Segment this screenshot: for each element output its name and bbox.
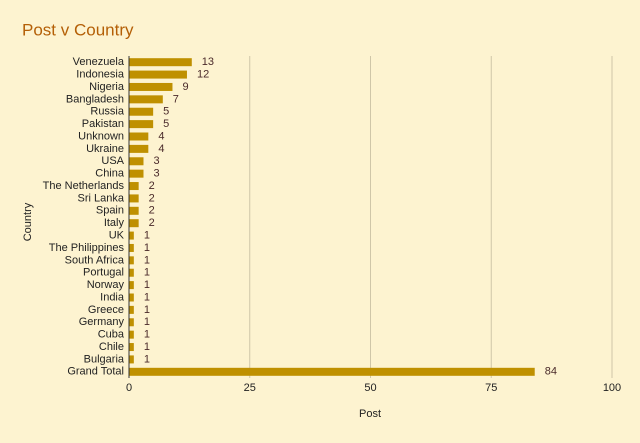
y-tick-label: Sri Lanka	[78, 192, 125, 204]
bar	[129, 58, 192, 67]
y-tick-label: Norway	[87, 279, 125, 291]
bar	[129, 367, 535, 376]
data-label: 84	[545, 366, 557, 378]
data-label: 7	[173, 93, 179, 105]
y-tick-label: Bangladesh	[66, 93, 124, 105]
data-label: 1	[144, 329, 150, 341]
bar	[129, 256, 134, 265]
x-tick-label: 25	[244, 382, 256, 394]
bar	[129, 343, 134, 352]
bar	[129, 281, 134, 290]
data-label: 1	[144, 279, 150, 291]
bar	[129, 182, 139, 191]
bar	[129, 355, 134, 364]
y-tick-label: South Africa	[65, 254, 125, 266]
y-tick-label: India	[100, 291, 125, 303]
x-axis-title: Post	[359, 408, 381, 420]
data-label: 2	[149, 192, 155, 204]
y-tick-label: China	[95, 168, 125, 180]
y-tick-label: Bulgaria	[84, 353, 125, 365]
y-tick-label: Grand Total	[67, 366, 124, 378]
data-label: 1	[144, 341, 150, 353]
bar	[129, 268, 134, 277]
x-tick-label: 100	[603, 382, 621, 394]
data-label: 13	[202, 56, 214, 68]
y-tick-label: Italy	[104, 217, 125, 229]
chart-title: Post v Country	[22, 20, 134, 39]
data-label: 4	[158, 130, 164, 142]
y-tick-label: Greece	[88, 304, 124, 316]
bar	[129, 305, 134, 314]
data-label: 4	[158, 143, 164, 155]
data-label: 1	[144, 267, 150, 279]
bar	[129, 157, 144, 166]
data-label: 2	[149, 205, 155, 217]
bar	[129, 82, 173, 91]
y-tick-label: Venezuela	[73, 56, 125, 68]
bar	[129, 318, 134, 327]
bar	[129, 243, 134, 252]
y-tick-label: Portugal	[83, 267, 124, 279]
y-tick-label: UK	[109, 229, 125, 241]
data-label: 1	[144, 254, 150, 266]
bar	[129, 95, 163, 104]
data-label: 2	[149, 180, 155, 192]
x-tick-label: 75	[485, 382, 497, 394]
data-label: 5	[163, 118, 169, 130]
bar	[129, 120, 154, 129]
x-tick-label: 0	[126, 382, 132, 394]
bar	[129, 169, 144, 178]
y-tick-label: Germany	[79, 316, 125, 328]
bar	[129, 132, 149, 141]
bar	[129, 194, 139, 203]
y-tick-label: Indonesia	[76, 68, 125, 80]
data-label: 1	[144, 242, 150, 254]
bar	[129, 231, 134, 240]
data-label: 3	[153, 168, 159, 180]
y-tick-label: Russia	[90, 106, 125, 118]
y-tick-label: Nigeria	[89, 81, 125, 93]
data-label: 2	[149, 217, 155, 229]
y-tick-label: Cuba	[98, 329, 125, 341]
bar	[129, 219, 139, 228]
y-tick-label: Chile	[99, 341, 124, 353]
data-label: 1	[144, 229, 150, 241]
bar	[129, 70, 187, 79]
bar	[129, 206, 139, 215]
data-label: 1	[144, 353, 150, 365]
y-tick-label: Ukraine	[86, 143, 124, 155]
y-tick-label: Unknown	[78, 130, 124, 142]
y-tick-label: The Philippines	[49, 242, 125, 254]
bar	[129, 107, 154, 116]
data-label: 9	[182, 81, 188, 93]
bar	[129, 330, 134, 339]
y-tick-label: Spain	[96, 205, 124, 217]
y-tick-label: The Netherlands	[43, 180, 125, 192]
y-tick-label: USA	[101, 155, 124, 167]
y-axis-title: Country	[22, 202, 34, 241]
data-label: 1	[144, 291, 150, 303]
data-label: 1	[144, 304, 150, 316]
bar	[129, 293, 134, 302]
data-label: 1	[144, 316, 150, 328]
x-tick-label: 50	[364, 382, 376, 394]
data-label: 12	[197, 68, 209, 80]
data-label: 3	[153, 155, 159, 167]
bar	[129, 144, 149, 153]
data-label: 5	[163, 106, 169, 118]
y-tick-label: Pakistan	[82, 118, 124, 130]
